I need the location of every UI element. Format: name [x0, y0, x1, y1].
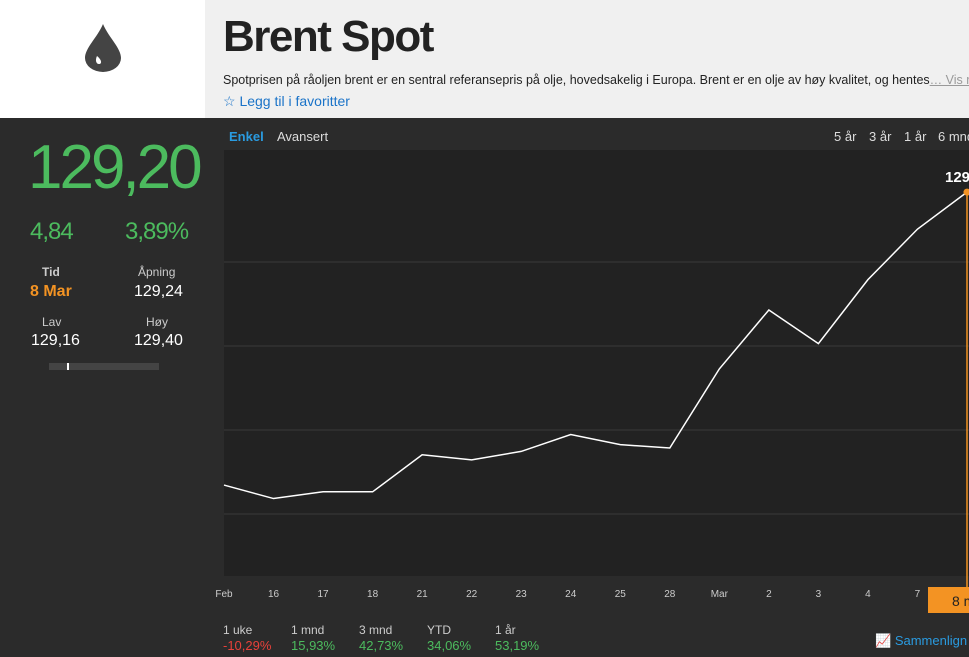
- return-value: 34,06%: [427, 638, 472, 653]
- oil-icon: [85, 24, 121, 72]
- return-value: 15,93%: [291, 638, 336, 653]
- low: 129,16: [31, 332, 80, 349]
- x-tick-label: 21: [417, 589, 429, 600]
- title: Brent Spot: [223, 12, 434, 61]
- return-value: 42,73%: [359, 638, 404, 653]
- x-tick-label: 16: [268, 589, 280, 600]
- x-tick-label: Mar: [711, 589, 729, 600]
- return-value: 53,19%: [495, 638, 540, 653]
- price: 129,20: [28, 133, 203, 202]
- price-line: [223, 191, 968, 500]
- x-tick-label: 3: [816, 589, 822, 600]
- logo-box: [0, 0, 205, 118]
- x-tick-label: 23: [516, 589, 528, 600]
- return-label: 1 uke: [223, 623, 253, 637]
- more-link[interactable]: … Vis m: [929, 73, 969, 87]
- high: 129,40: [134, 332, 183, 349]
- return-label: 1 mnd: [291, 623, 324, 637]
- low-label: Lav: [42, 315, 62, 329]
- return-label: YTD: [427, 623, 451, 637]
- change: 4,84: [30, 218, 74, 245]
- x-tick-label: Feb: [215, 589, 233, 600]
- open: 129,24: [134, 283, 183, 300]
- current-date-box: [928, 587, 969, 613]
- high-label: Høy: [146, 315, 168, 329]
- change-pct: 3,89%: [125, 218, 189, 245]
- compare-text[interactable]: Sammenlign: [895, 633, 967, 648]
- chart: Enkel Avansert 5 år 3 år 1 år 6 mnd 1 uk…: [205, 118, 969, 657]
- plot-bg: [224, 150, 969, 576]
- time-label: Tid: [42, 265, 60, 279]
- x-tick-label: 24: [565, 589, 577, 600]
- range[interactable]: 5 år: [834, 129, 857, 144]
- grid: [224, 261, 969, 515]
- range[interactable]: 6 mnd: [938, 129, 969, 144]
- return-label: 1 år: [495, 623, 516, 637]
- quote-panel: 129,20 4,84 3,89% Tid 8 Mar Åpning 129,2…: [0, 118, 205, 657]
- range-bar: [49, 363, 159, 370]
- header: Brent Spot Spotprisen på råoljen brent e…: [205, 0, 969, 118]
- x-tick-label: 4: [865, 589, 871, 600]
- description-text: Spotprisen på råoljen brent er en sentra…: [223, 73, 930, 87]
- range[interactable]: 3 år: [869, 129, 892, 144]
- compare[interactable]: 📈 Sammenlign: [875, 633, 967, 648]
- favorite[interactable]: ☆ Legg til i favoritter: [223, 93, 350, 109]
- x-tick-label: 18: [367, 589, 379, 600]
- tab[interactable]: Avansert: [277, 129, 328, 144]
- x-tick-label: 8 mar: [952, 593, 969, 609]
- return-label: 3 mnd: [359, 623, 392, 637]
- x-tick-label: 17: [318, 589, 330, 600]
- value-label: 129,20: [945, 169, 969, 186]
- x-tick-label: 2: [766, 589, 772, 600]
- x-tick-label: 7: [915, 589, 921, 600]
- time: 8 Mar: [30, 283, 72, 300]
- open-label: Åpning: [138, 265, 176, 279]
- description: Spotprisen på råoljen brent er en sentra…: [223, 73, 969, 87]
- return-value: -10,29%: [223, 638, 272, 653]
- favorite-text[interactable]: Legg til i favoritter: [239, 93, 350, 109]
- tab[interactable]: Enkel: [229, 129, 264, 144]
- last-point: [963, 188, 969, 196]
- x-tick-label: 22: [466, 589, 478, 600]
- x-tick-label: 25: [615, 589, 627, 600]
- range-marker: [67, 363, 69, 370]
- range[interactable]: 1 år: [904, 129, 927, 144]
- x-tick-label: 28: [664, 589, 676, 600]
